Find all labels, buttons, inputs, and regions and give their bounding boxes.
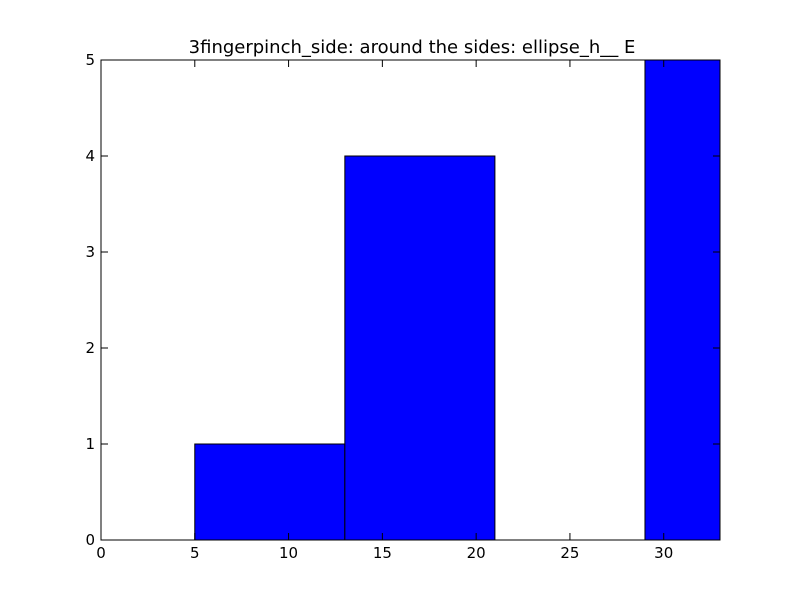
y-tick-label-4: 4 [85, 147, 95, 165]
ticks-layer [100, 59, 720, 541]
y-tick-label-5: 5 [85, 51, 95, 69]
histogram-bar-1 [194, 443, 346, 541]
chart-title: 3fingerpinch_side: around the sides: ell… [189, 37, 636, 58]
bars-layer [194, 59, 721, 541]
x-tick-label-0: 0 [96, 544, 106, 562]
y-tick-label-3: 3 [85, 243, 95, 261]
plot-frame [100, 59, 721, 541]
y-tick-label-0: 0 [85, 531, 95, 549]
histogram-bar-2 [344, 155, 496, 541]
y-tick-label-2: 2 [85, 339, 95, 357]
x-tick-label-5: 25 [560, 544, 579, 562]
x-tick-label-6: 30 [654, 544, 673, 562]
tick-labels-layer: 0 5 10 15 20 25 30 0 1 2 3 4 5 [85, 51, 673, 562]
x-tick-label-1: 5 [190, 544, 200, 562]
x-tick-label-3: 15 [373, 544, 392, 562]
x-tick-label-4: 20 [467, 544, 486, 562]
histogram-bar-4 [644, 59, 721, 541]
x-tick-label-2: 10 [279, 544, 298, 562]
y-tick-label-1: 1 [85, 435, 95, 453]
